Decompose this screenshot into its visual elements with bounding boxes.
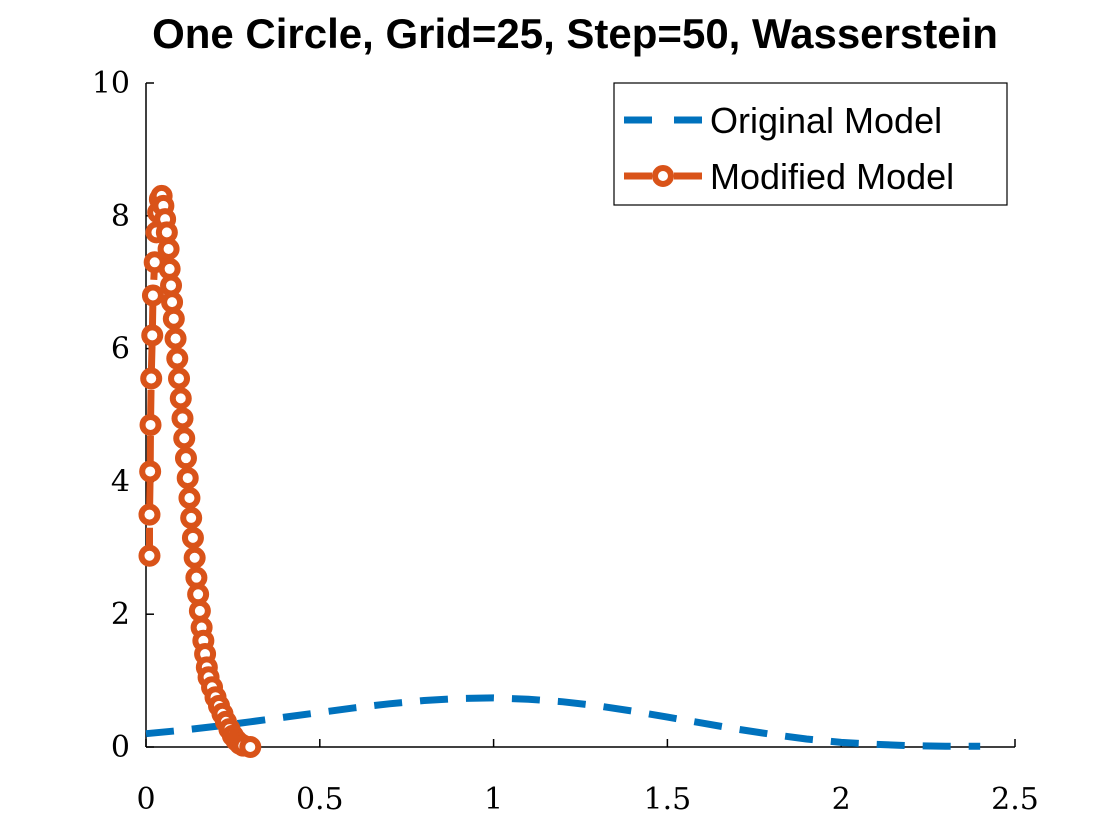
legend-label: Original Model (710, 100, 942, 141)
marker (162, 307, 185, 330)
marker (161, 291, 184, 314)
legend-marker (652, 165, 674, 187)
x-tick-label: 0.5 (296, 782, 344, 817)
marker (168, 367, 191, 390)
marker (138, 544, 161, 567)
marker (171, 407, 194, 430)
marker (139, 413, 162, 436)
marker (164, 327, 187, 350)
marker (157, 238, 180, 260)
marker (181, 526, 204, 549)
marker (160, 274, 183, 297)
x-tick-label: 1.5 (644, 782, 692, 817)
marker (140, 367, 163, 390)
marker (180, 506, 203, 529)
marker (178, 487, 201, 509)
y-tick-label: 6 (111, 332, 130, 367)
y-tick-label: 2 (111, 597, 130, 632)
marker (185, 566, 208, 589)
series-line (145, 694, 981, 750)
legend-label: Modified Model (710, 156, 954, 197)
marker (141, 284, 164, 307)
x-tick-label: 2.5 (991, 782, 1039, 817)
marker (176, 467, 199, 490)
x-tick-label: 1 (484, 782, 503, 817)
marker (239, 736, 262, 758)
marker (188, 599, 211, 622)
marker (174, 447, 197, 470)
legend-box (613, 82, 1008, 206)
y-tick-label: 4 (111, 464, 130, 499)
marker (158, 257, 181, 280)
marker (139, 460, 162, 483)
marker (187, 583, 210, 606)
marker (166, 347, 189, 370)
y-tick-label: 8 (111, 199, 130, 234)
y-tick-label: 0 (111, 730, 130, 765)
marker (155, 221, 178, 244)
marker (141, 324, 164, 347)
x-tick-label: 0 (136, 782, 155, 817)
x-tick-label: 2 (832, 782, 851, 817)
marker (173, 427, 196, 450)
marker (183, 546, 206, 569)
marker (138, 503, 161, 526)
marker (169, 387, 192, 410)
y-tick-label: 10 (92, 66, 130, 101)
chart-title: One Circle, Grid=25, Step=50, Wasserstei… (152, 10, 998, 57)
